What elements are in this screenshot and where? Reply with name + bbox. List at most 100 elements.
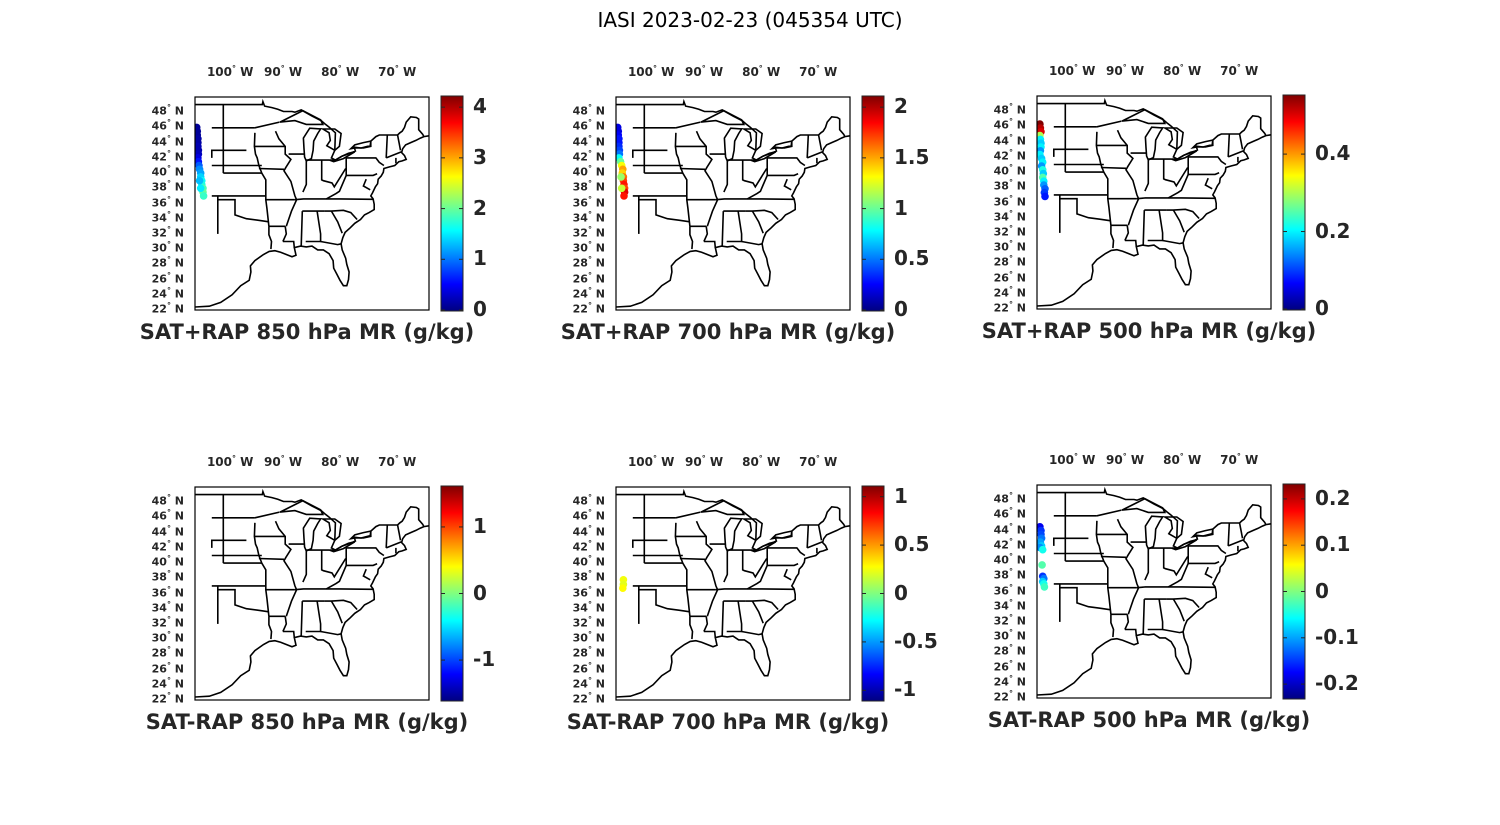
panel-3-lat-label: 24° N (993, 284, 1026, 300)
state-border-21 (1162, 159, 1189, 188)
panel-3-colorbar-tick: 0.2 (1315, 218, 1351, 243)
state-border-34 (1238, 522, 1244, 539)
state-border-14 (1124, 614, 1130, 630)
state-border-23 (715, 588, 794, 591)
state-border-25 (1142, 599, 1146, 635)
panel-1-lat-label: 40° N (151, 164, 184, 179)
panel-5-lat-label: 30° N (572, 630, 605, 645)
state-border-15 (675, 121, 701, 129)
panel-3-colorbar-tick: 0 (1315, 296, 1329, 320)
state-border-33 (385, 524, 389, 548)
state-border-34 (396, 524, 402, 541)
state-border-9 (217, 588, 270, 613)
state-border-37 (783, 178, 792, 191)
panel-1-colorbar-tick: 0 (473, 297, 487, 321)
panel-5-colorbar-tick: -0.5 (894, 628, 938, 653)
state-border-16 (1116, 518, 1140, 615)
state-border-20 (1144, 548, 1150, 581)
panel-6-lat-label: 48° N (993, 491, 1026, 506)
state-border-30 (325, 547, 347, 590)
panel-4-lat-label: 40° N (151, 554, 184, 569)
panel-3-lat-label: 36° N (993, 193, 1026, 209)
great-lake-5 (769, 530, 793, 540)
panel-5-colorbar-tick: 0 (894, 580, 908, 605)
state-border-31 (1188, 172, 1220, 176)
panel-5-map-frame (616, 487, 850, 700)
panel-4-lon-label: 70° W (378, 454, 417, 469)
panel-6-colorbar-tick: 0.1 (1315, 532, 1351, 557)
panel-6-obs-point (1038, 545, 1047, 554)
panel-4-lat-label: 32° N (151, 614, 184, 630)
panel-1-lat-label: 38° N (151, 179, 184, 194)
state-border-26 (726, 210, 743, 243)
state-border-14 (703, 616, 709, 632)
state-border-28 (745, 599, 779, 611)
state-border-32 (346, 547, 385, 557)
panel-3-lon-label: 100° W (1048, 63, 1096, 78)
state-border-18 (258, 167, 285, 171)
great-lake-5 (348, 140, 372, 150)
panel-5-colorbar-tick: -1 (894, 677, 917, 702)
state-border-21 (320, 550, 347, 579)
state-border-29 (330, 600, 343, 624)
state-border-12 (1110, 225, 1115, 249)
panel-6-lon-label: 90° W (1106, 452, 1145, 467)
panel-2-lon-label: 90° W (685, 64, 724, 79)
state-border-15 (675, 511, 701, 519)
panel-5-lon-label: 80° W (742, 454, 781, 469)
state-border-9 (217, 198, 270, 223)
panel-1-lat-label: 34° N (151, 209, 184, 225)
panel-6-lat-label: 36° N (993, 582, 1026, 598)
great-lake-4 (1171, 539, 1198, 551)
panel-6-map-frame (1037, 485, 1271, 698)
great-lake-4 (329, 151, 356, 163)
state-border-28 (1166, 208, 1200, 220)
state-border-37 (1204, 177, 1213, 190)
state-border-34 (817, 134, 823, 151)
panel-3-map (1036, 95, 1272, 310)
panel-1-lat-label: 24° N (151, 285, 184, 301)
panel-5-map (615, 486, 851, 701)
panel-2-lat-label: 28° N (572, 255, 605, 270)
state-border-37 (362, 178, 371, 191)
state-border-33 (1227, 133, 1231, 157)
panel-2-lat-label: 44° N (572, 133, 605, 149)
great-lake-3 (319, 518, 342, 542)
state-border-29 (1172, 598, 1185, 622)
panel-5-lat-label: 32° N (572, 614, 605, 630)
state-border-32 (1188, 156, 1227, 166)
state-border-37 (1204, 566, 1213, 579)
great-lake-1 (279, 499, 325, 516)
great-lake-5 (1190, 139, 1214, 149)
state-border-27 (741, 630, 763, 636)
panel-6-obs-point (1040, 583, 1049, 591)
panel-4-colorbar-tick: 1 (473, 513, 487, 538)
coastline (195, 135, 429, 308)
state-border-30 (325, 157, 347, 200)
state-border-23 (1136, 586, 1215, 589)
state-border-20 (302, 160, 308, 193)
panel-1-colorbar (440, 95, 464, 312)
panel-6-lat-label: 22° N (993, 689, 1026, 704)
great-lake-1 (700, 499, 746, 516)
state-border-29 (1172, 209, 1185, 233)
panel-1-colorbar-tick: 3 (473, 144, 487, 169)
state-border-26 (305, 600, 322, 633)
state-border-16 (695, 130, 719, 227)
great-lake-1 (279, 109, 325, 126)
panel-6-colorbar-tick: 0 (1315, 578, 1329, 603)
great-lake-3 (1161, 516, 1184, 540)
panel-4-lat-label: 44° N (151, 523, 184, 539)
panel-1-lat-label: 26° N (151, 270, 184, 286)
state-border-15 (254, 121, 280, 129)
state-border-28 (745, 209, 779, 221)
state-border-12 (1110, 614, 1115, 638)
panel-5-lon-label: 90° W (685, 454, 724, 469)
panel-2-map (615, 96, 851, 311)
state-border-35 (806, 151, 823, 159)
state-border-5 (1053, 537, 1089, 546)
state-border-16 (274, 520, 298, 617)
panel-1-lat-label: 44° N (151, 133, 184, 149)
state-border-5 (211, 539, 247, 548)
panel-2-lat-label: 46° N (572, 118, 605, 134)
